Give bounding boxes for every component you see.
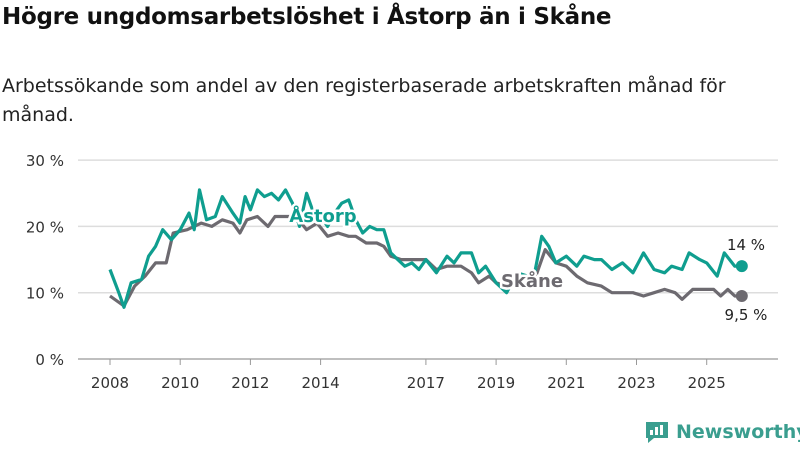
x-tick-label: 2008	[91, 374, 129, 392]
end-label-astorp: 14 %	[727, 236, 765, 254]
x-tick-label: 2017	[407, 374, 445, 392]
series-label-astorp: Åstorp	[289, 204, 356, 227]
end-point-astorp	[735, 260, 748, 273]
series-label-skane: Skåne	[501, 270, 563, 292]
x-tick-label: 2019	[477, 374, 515, 392]
newsworthy-logo: Newsworthy	[644, 420, 800, 444]
x-tick-label: 2021	[547, 374, 585, 392]
brand-name: Newsworthy	[676, 421, 800, 443]
chart-title: Högre ungdomsarbetslöshet i Åstorp än i …	[2, 4, 612, 30]
x-tick-label: 2012	[231, 374, 269, 392]
y-tick-label: 30 %	[26, 152, 64, 170]
chart-subtitle: Arbetssökande som andel av den registerb…	[2, 75, 726, 126]
end-point-skane	[735, 290, 748, 303]
x-tick-label: 2023	[617, 374, 655, 392]
y-tick-label: 10 %	[26, 285, 64, 303]
x-tick-label: 2014	[302, 374, 340, 392]
y-tick-label: 0 %	[35, 351, 64, 369]
newsworthy-logo-icon	[646, 422, 668, 443]
series-line-astorp	[108, 188, 742, 309]
end-label-skane: 9,5 %	[725, 306, 768, 324]
y-tick-label: 20 %	[26, 218, 64, 236]
x-tick-label: 2025	[688, 374, 726, 392]
x-tick-label: 2010	[161, 374, 199, 392]
